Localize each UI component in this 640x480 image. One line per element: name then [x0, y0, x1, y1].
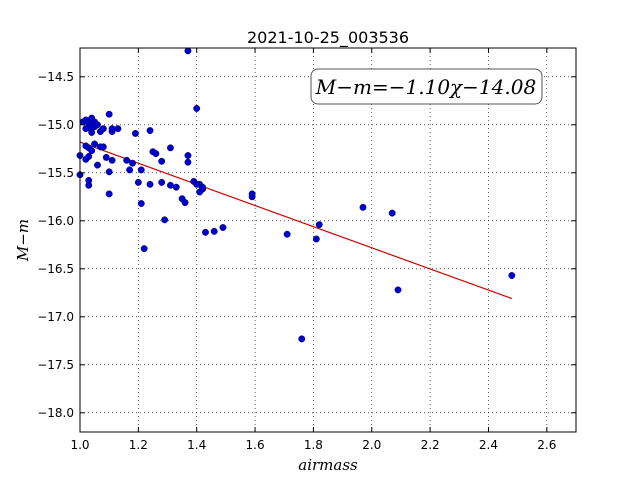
data-point	[94, 121, 101, 129]
annotation-frame	[310, 68, 543, 105]
data-point	[152, 150, 160, 158]
data-point	[508, 272, 516, 279]
annotation-box: M−m=−1.10χ−14.08	[310, 68, 543, 105]
data-point	[248, 193, 256, 201]
data-point	[85, 181, 93, 189]
y-tick-label: −15.5	[37, 166, 74, 180]
grid-lines	[79, 48, 576, 432]
data-point	[129, 159, 136, 167]
x-tick-label: 2.2	[421, 438, 440, 452]
y-tick-label: −16.5	[37, 262, 74, 276]
y-axis-label: M−m	[14, 219, 32, 262]
data-point	[105, 190, 113, 198]
x-axis-label: airmass	[298, 456, 358, 474]
fit-equation: M−m=−1.10χ−14.08	[315, 75, 536, 99]
data-point	[394, 286, 402, 294]
y-tick-label: −15.0	[37, 118, 74, 132]
data-point	[91, 140, 99, 148]
y-tick-label: −14.5	[37, 70, 74, 84]
chart-title: 2021-10-25_003536	[247, 28, 409, 48]
data-point	[184, 152, 192, 159]
y-tick-label: −18.0	[37, 406, 74, 420]
data-point	[210, 227, 218, 235]
data-point	[85, 153, 93, 160]
x-tick-label: 2.4	[479, 438, 498, 452]
data-point	[146, 127, 154, 135]
data-point	[283, 230, 291, 238]
x-tick-label: 2.0	[362, 438, 381, 452]
data-point	[102, 153, 110, 161]
data-point	[359, 203, 367, 211]
data-point	[172, 183, 180, 191]
data-point	[99, 125, 107, 133]
data-point	[146, 180, 154, 188]
data-point	[88, 147, 96, 155]
data-point	[181, 199, 189, 207]
data-point	[134, 178, 142, 186]
y-tick-label: −17.5	[37, 358, 74, 372]
y-tick-label: −16.0	[37, 214, 74, 228]
data-point	[199, 183, 206, 191]
data-point	[166, 181, 174, 189]
data-point	[166, 144, 174, 152]
data-point	[298, 335, 306, 343]
data-point	[388, 209, 396, 217]
fit-line-group	[79, 141, 513, 300]
data-point	[137, 166, 145, 174]
y-axis-ticks: −14.5 −15.0 −15.5 −16.0 −16.5 −17.0 −17.5 −18.0	[37, 70, 576, 420]
x-tick-label: 1.6	[246, 438, 265, 452]
data-point	[184, 158, 192, 166]
data-point	[108, 156, 116, 164]
data-point	[315, 221, 323, 229]
x-tick-label: 1.8	[304, 438, 323, 452]
data-point	[158, 178, 166, 186]
data-point	[140, 245, 148, 253]
data-point	[94, 161, 101, 169]
data-point	[219, 224, 227, 231]
data-point	[126, 166, 134, 174]
data-point	[312, 235, 320, 243]
plot-frame	[79, 47, 577, 433]
data-point	[193, 180, 201, 188]
data-point	[99, 143, 107, 151]
x-tick-label: 1.4	[187, 438, 206, 452]
data-point	[114, 125, 122, 133]
data-point	[88, 129, 96, 136]
data-points	[76, 47, 516, 343]
data-point	[158, 157, 166, 165]
x-tick-label: 1.0	[70, 438, 89, 452]
x-tick-label: 2.6	[537, 438, 556, 452]
data-point	[161, 216, 169, 224]
data-point	[184, 47, 192, 55]
data-point	[105, 168, 113, 176]
y-tick-label: −17.0	[37, 310, 74, 324]
x-axis-ticks: 1.0 1.2 1.4 1.6 1.8 2.0 2.2 2.4 2.6	[70, 48, 556, 452]
data-point	[108, 125, 116, 133]
data-point	[193, 105, 201, 112]
data-point	[131, 129, 139, 137]
data-point	[123, 156, 131, 164]
data-point	[105, 110, 113, 118]
fit-line	[79, 141, 513, 300]
data-point	[137, 200, 145, 207]
x-tick-label: 1.2	[129, 438, 148, 452]
data-point	[202, 228, 209, 236]
